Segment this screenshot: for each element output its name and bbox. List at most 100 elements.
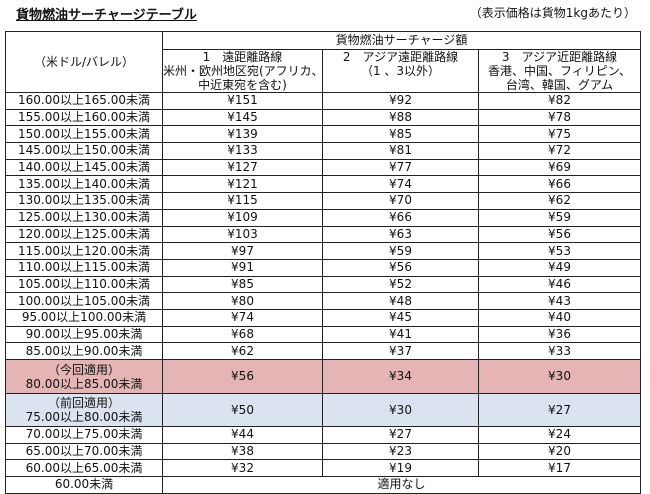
surcharge-value: ¥127 (162, 158, 323, 177)
surcharge-value: ¥30 (478, 359, 641, 394)
price-note: （表示価格は貨物1kgあたり） (469, 6, 636, 20)
range-text: 75.00以上80.00未満 (25, 410, 143, 424)
surcharge-value: ¥56 (322, 258, 479, 277)
surcharge-value: ¥36 (478, 325, 641, 344)
surcharge-value: ¥115 (162, 192, 323, 210)
table-row: 60.00未満 適用なし (5, 476, 641, 494)
price-range: 110.00以上115.00未満 (5, 258, 163, 277)
surcharge-value: ¥43 (478, 292, 641, 310)
surcharge-value: ¥145 (162, 108, 323, 127)
surcharge-value: ¥103 (162, 225, 323, 244)
price-range: 125.00以上130.00未満 (5, 208, 163, 227)
surcharge-table: （米ドル/バレル） 貨物燃油サーチャージ額 1 遠距離路線 米州・欧州地区宛(アフ… (5, 31, 641, 494)
surcharge-value: ¥88 (322, 108, 479, 127)
table-row: 120.00以上125.00未満 ¥103 ¥63 ¥56 (5, 225, 641, 244)
surcharge-value: ¥53 (478, 242, 641, 260)
price-range: 140.00以上145.00未満 (5, 158, 163, 177)
page-title: 貨物燃油サーチャージテーブル (16, 8, 197, 23)
surcharge-value: ¥32 (162, 459, 323, 478)
table-row: 115.00以上120.00未満 ¥97 ¥59 ¥53 (5, 242, 641, 260)
price-range: 130.00以上135.00未満 (5, 192, 163, 210)
table-row: 105.00以上110.00未満 ¥85 ¥52 ¥46 (5, 275, 641, 294)
price-range: 115.00以上120.00未満 (5, 242, 163, 260)
surcharge-value: ¥59 (478, 208, 641, 227)
surcharge-value: ¥62 (162, 342, 323, 360)
price-range: 65.00以上70.00未満 (5, 442, 163, 461)
table-row: 135.00以上140.00未満 ¥121 ¥74 ¥66 (5, 175, 641, 194)
surcharge-value: ¥139 (162, 125, 323, 144)
price-range: 105.00以上110.00未満 (5, 275, 163, 294)
price-range: 120.00以上125.00未満 (5, 225, 163, 244)
surcharge-value: ¥49 (478, 258, 641, 277)
surcharge-value: ¥82 (478, 92, 641, 110)
table-row: 155.00以上160.00未満 ¥145 ¥88 ¥78 (5, 108, 641, 127)
price-range: 60.00以上65.00未満 (5, 459, 163, 478)
price-range: 135.00以上140.00未満 (5, 175, 163, 194)
surcharge-value: ¥80 (162, 292, 323, 310)
surcharge-value: ¥91 (162, 258, 323, 277)
column-header-long-haul: 1 遠距離路線 米州・欧州地区宛(アフリカ、 中近東宛を含む) (162, 49, 323, 93)
surcharge-value: ¥56 (478, 225, 641, 244)
table-row: 130.00以上135.00未満 ¥115 ¥70 ¥62 (5, 192, 641, 210)
table-row: 125.00以上130.00未満 ¥109 ¥66 ¥59 (5, 208, 641, 227)
table-row: （今回適用） 80.00以上85.00未満 ¥56 ¥34 ¥30 (5, 359, 641, 394)
surcharge-value: ¥20 (478, 442, 641, 461)
price-range: 145.00以上150.00未満 (5, 142, 163, 160)
surcharge-value: ¥41 (322, 325, 479, 344)
applied-tag: （今回適用） (47, 362, 120, 377)
price-range: 60.00未満 (5, 476, 163, 494)
surcharge-value: ¥121 (162, 175, 323, 194)
surcharge-value: ¥34 (322, 359, 479, 394)
table-row: 100.00以上105.00未満 ¥80 ¥48 ¥43 (5, 292, 641, 310)
column-header-asia-long: 2 アジア遠距離路線 （1 、3以外） (322, 49, 479, 93)
price-range: 155.00以上160.00未満 (5, 108, 163, 127)
table-row: 145.00以上150.00未満 ¥133 ¥81 ¥72 (5, 142, 641, 160)
surcharge-value: ¥69 (478, 158, 641, 177)
surcharge-value: ¥17 (478, 459, 641, 478)
price-range: 90.00以上95.00未満 (5, 325, 163, 344)
price-range: 85.00以上90.00未満 (5, 342, 163, 360)
table-row: 150.00以上155.00未満 ¥139 ¥85 ¥75 (5, 125, 641, 144)
surcharge-value: ¥33 (478, 342, 641, 360)
surcharge-value: ¥56 (162, 359, 323, 394)
surcharge-value: ¥109 (162, 208, 323, 227)
group-header: 貨物燃油サーチャージ額 (162, 31, 641, 50)
surcharge-value: ¥74 (162, 308, 323, 327)
surcharge-value: ¥40 (478, 308, 641, 327)
surcharge-value: ¥75 (478, 125, 641, 144)
surcharge-value: ¥85 (162, 275, 323, 294)
table-row: 110.00以上115.00未満 ¥91 ¥56 ¥49 (5, 258, 641, 277)
surcharge-value: ¥72 (478, 142, 641, 160)
surcharge-value: ¥48 (322, 292, 479, 310)
surcharge-value: ¥52 (322, 275, 479, 294)
surcharge-value: ¥24 (478, 426, 641, 444)
table-row: 160.00以上165.00未満 ¥151 ¥92 ¥82 (5, 92, 641, 110)
surcharge-value: ¥68 (162, 325, 323, 344)
price-range: 100.00以上105.00未満 (5, 292, 163, 310)
table-row: 65.00以上70.00未満 ¥38 ¥23 ¥20 (5, 442, 641, 461)
not-applicable: 適用なし (162, 476, 641, 494)
range-text: 80.00以上85.00未満 (25, 376, 143, 391)
surcharge-value: ¥23 (322, 442, 479, 461)
surcharge-value: ¥70 (322, 192, 479, 210)
surcharge-value: ¥97 (162, 242, 323, 260)
surcharge-value: ¥27 (322, 426, 479, 444)
surcharge-value: ¥62 (478, 192, 641, 210)
table-row: 60.00以上65.00未満 ¥32 ¥19 ¥17 (5, 459, 641, 478)
surcharge-value: ¥74 (322, 175, 479, 194)
table-row: 85.00以上90.00未満 ¥62 ¥37 ¥33 (5, 342, 641, 360)
surcharge-value: ¥63 (322, 225, 479, 244)
surcharge-value: ¥38 (162, 442, 323, 461)
price-range: 70.00以上75.00未満 (5, 426, 163, 444)
column-header-asia-short: 3 アジア近距離路線 香港、中国、フィリピン、 台湾、韓国、グアム (478, 49, 641, 93)
applied-tag: （前回適用） (47, 396, 120, 410)
table-row: （前回適用） 75.00以上80.00未満 ¥50 ¥30 ¥27 (5, 393, 641, 427)
price-range: （前回適用） 75.00以上80.00未満 (5, 393, 163, 427)
surcharge-value: ¥19 (322, 459, 479, 478)
surcharge-value: ¥45 (322, 308, 479, 327)
surcharge-value: ¥44 (162, 426, 323, 444)
surcharge-value: ¥37 (322, 342, 479, 360)
surcharge-value: ¥66 (322, 208, 479, 227)
table-row: 70.00以上75.00未満 ¥44 ¥27 ¥24 (5, 426, 641, 444)
surcharge-value: ¥30 (322, 393, 479, 427)
